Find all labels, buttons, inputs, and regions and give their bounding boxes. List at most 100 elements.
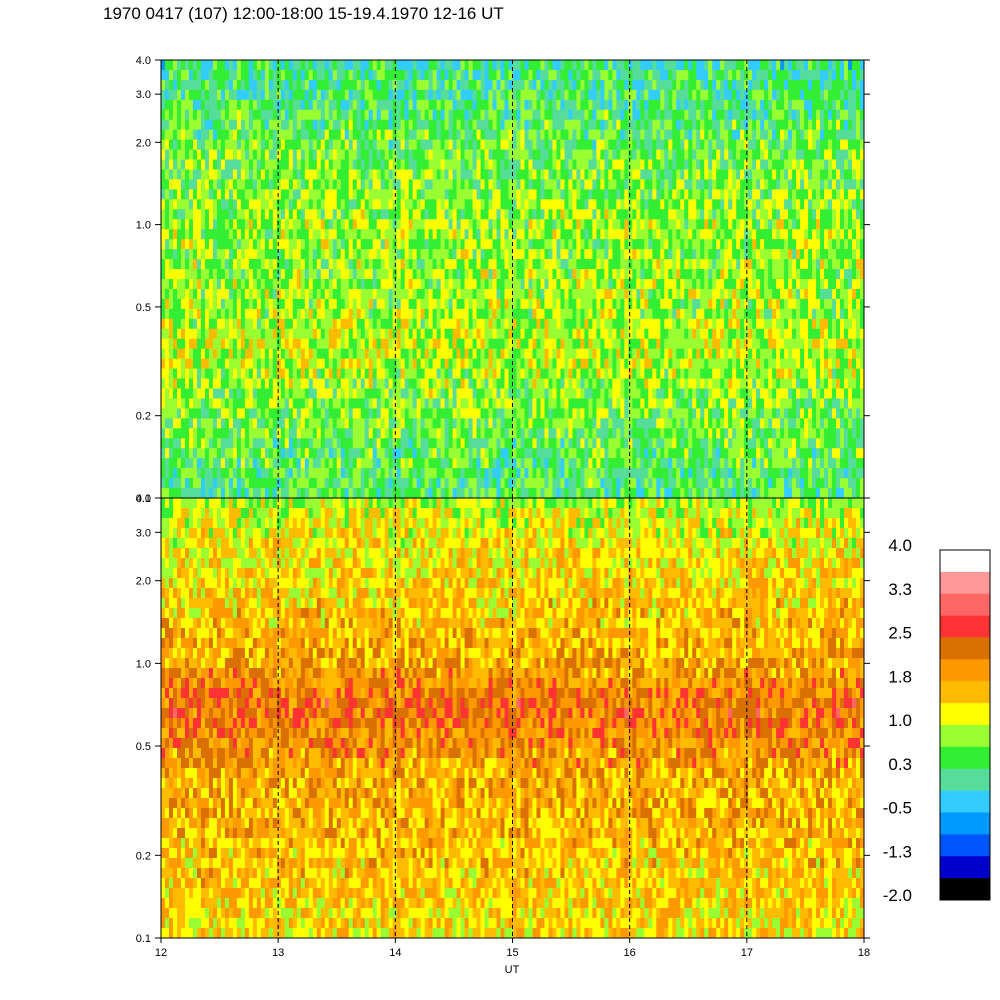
heatmap-cell [780,328,785,340]
heatmap-cell [560,139,565,150]
heatmap-cell [732,139,737,150]
heatmap-cell [560,69,565,81]
heatmap-cell [792,119,797,131]
heatmap-cell [532,199,537,210]
heatmap-cell [708,229,713,240]
heatmap-cell [192,109,198,121]
heatmap-cell [632,119,637,131]
heatmap-cell [184,219,190,230]
heatmap-cell [352,219,358,230]
heatmap-cell [772,229,777,240]
heatmap-cell [168,298,174,310]
heatmap-cell [648,249,653,260]
heatmap-cell [388,249,394,260]
heatmap-cell [308,239,314,250]
heatmap-cell [264,259,270,270]
heatmap-cell [368,308,374,320]
heatmap-cell [852,189,857,200]
heatmap-cell [372,169,378,180]
heatmap-cell [680,159,685,170]
heatmap-cell [636,119,641,131]
heatmap-cell [648,259,653,270]
heatmap-cell [512,259,517,270]
heatmap-cell [556,298,561,310]
heatmap-cell [748,298,753,310]
heatmap-cell [252,209,258,220]
heatmap-cell [408,229,414,240]
heatmap-cell [256,99,262,111]
heatmap-cell [516,69,521,81]
heatmap-cell [216,99,222,111]
heatmap-cell [812,149,817,160]
heatmap-cell [328,249,334,260]
heatmap-cell [416,109,422,121]
heatmap-cell [332,338,338,350]
heatmap-cell [652,119,657,131]
heatmap-cell [260,109,266,121]
heatmap-cell [544,199,549,210]
heatmap-cell [388,308,394,320]
heatmap-cell [564,269,569,280]
heatmap-cell [624,139,629,150]
heatmap-cell [272,179,278,190]
heatmap-cell [728,149,733,160]
heatmap-cell [644,169,649,180]
heatmap-cell [620,179,625,190]
heatmap-cell [164,259,170,270]
heatmap-cell [652,169,657,180]
heatmap-cell [284,129,290,141]
heatmap-cell [424,159,430,170]
heatmap-cell [480,328,485,340]
heatmap-cell [720,169,725,180]
heatmap-cell [656,288,661,300]
heatmap-cell [668,89,673,101]
heatmap-cell [200,149,206,160]
heatmap-cell [480,318,485,330]
heatmap-cell [840,139,845,150]
heatmap-cell [264,328,270,340]
heatmap-cell [368,199,374,210]
heatmap-cell [672,298,677,310]
heatmap-cell [752,308,757,320]
heatmap-cell [684,159,689,170]
heatmap-cell [364,298,370,310]
heatmap-cell [468,308,473,320]
heatmap-cell [440,109,445,121]
heatmap-cell [732,328,737,340]
heatmap-cell [736,249,741,260]
heatmap-cell [844,189,849,200]
heatmap-cell [444,149,449,160]
heatmap-cell [448,328,453,340]
heatmap-cell [232,269,238,280]
heatmap-cell [852,149,857,160]
heatmap-cell [732,219,737,230]
heatmap-cell [260,79,266,91]
heatmap-cell [772,209,777,220]
heatmap-cell [380,269,386,280]
heatmap-cell [612,179,617,190]
heatmap-cell [364,139,370,150]
heatmap-cell [756,328,761,340]
heatmap-cell [836,279,841,290]
heatmap-cell [764,199,769,210]
heatmap-cell [312,229,318,240]
heatmap-cell [400,298,406,310]
heatmap-cell [260,318,266,330]
heatmap-cell [776,159,781,170]
heatmap-cell [700,189,705,200]
heatmap-cell [764,298,769,310]
heatmap-cell [536,209,541,220]
heatmap-cell [268,159,274,170]
heatmap-cell [272,199,278,210]
heatmap-cell [164,129,170,141]
heatmap-cell [380,219,386,230]
heatmap-cell [216,69,222,81]
heatmap-cell [360,328,366,340]
heatmap-cell [252,109,258,121]
heatmap-cell [488,149,493,160]
heatmap-cell [728,129,733,141]
heatmap-cell [572,199,577,210]
heatmap-cell [180,69,186,81]
heatmap-cell [756,109,761,121]
heatmap-cell [356,279,362,290]
